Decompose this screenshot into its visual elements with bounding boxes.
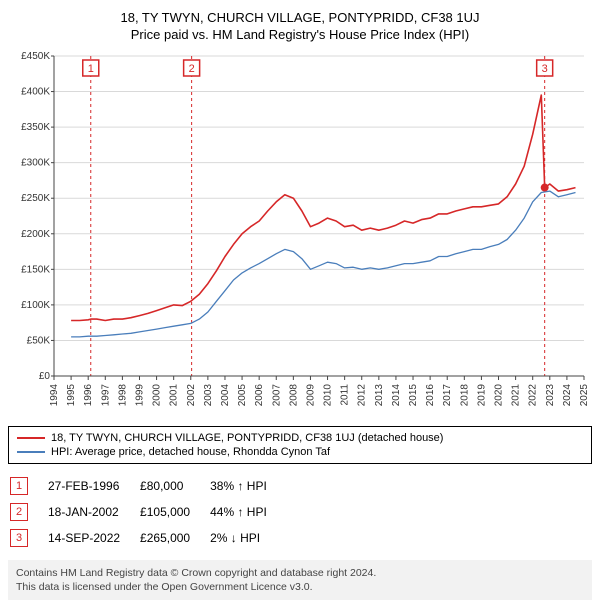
chart-svg: £0 £50K £100K £150K £200K £250K £300K £350K £400… <box>8 50 592 420</box>
svg-text:1994: 1994 <box>49 384 60 407</box>
svg-text:£150K: £150K <box>21 264 50 275</box>
svg-text:2022: 2022 <box>528 384 539 407</box>
svg-text:2012: 2012 <box>357 384 368 407</box>
svg-text:2007: 2007 <box>271 384 282 407</box>
svg-text:2010: 2010 <box>323 384 334 407</box>
svg-text:£400K: £400K <box>21 87 50 98</box>
svg-text:2024: 2024 <box>562 384 573 407</box>
svg-text:2018: 2018 <box>459 384 470 407</box>
svg-text:2019: 2019 <box>476 384 487 407</box>
svg-text:£50K: £50K <box>27 335 51 346</box>
legend-item: HPI: Average price, detached house, Rhon… <box>17 445 583 459</box>
footer: Contains HM Land Registry data © Crown c… <box>8 560 592 600</box>
marker-price: £105,000 <box>140 500 208 524</box>
legend-swatch <box>17 451 45 453</box>
marker-date: 27-FEB-1996 <box>48 474 138 498</box>
footer-line-2: This data is licensed under the Open Gov… <box>16 580 584 594</box>
svg-text:2014: 2014 <box>391 384 402 407</box>
svg-text:£100K: £100K <box>21 300 50 311</box>
svg-text:1999: 1999 <box>134 384 145 407</box>
chart-subtitle: Price paid vs. HM Land Registry's House … <box>8 27 592 42</box>
marker-delta: 38% ↑ HPI <box>210 474 285 498</box>
marker-date: 18-JAN-2002 <box>48 500 138 524</box>
svg-text:2023: 2023 <box>545 384 556 407</box>
marker-date: 14-SEP-2022 <box>48 526 138 550</box>
svg-text:£450K: £450K <box>21 51 50 62</box>
svg-text:1996: 1996 <box>83 384 94 407</box>
svg-text:2015: 2015 <box>408 384 419 407</box>
svg-text:£350K: £350K <box>21 122 50 133</box>
marker-index-box: 3 <box>10 529 28 547</box>
marker-index-box: 2 <box>10 503 28 521</box>
svg-text:2013: 2013 <box>374 384 385 407</box>
legend-swatch <box>17 437 45 439</box>
svg-text:2004: 2004 <box>220 384 231 407</box>
svg-text:2009: 2009 <box>305 384 316 407</box>
footer-line-1: Contains HM Land Registry data © Crown c… <box>16 566 584 580</box>
marker-table: 1 27-FEB-1996£80,00038% ↑ HPI 2 18-JAN-2002… <box>8 472 287 552</box>
svg-text:2006: 2006 <box>254 384 265 407</box>
svg-text:1: 1 <box>88 63 94 75</box>
svg-text:2011: 2011 <box>340 384 351 406</box>
svg-text:2021: 2021 <box>511 384 522 407</box>
svg-text:2002: 2002 <box>186 384 197 407</box>
legend-label: HPI: Average price, detached house, Rhon… <box>51 446 330 458</box>
chart-title: 18, TY TWYN, CHURCH VILLAGE, PONTYPRIDD,… <box>8 10 592 25</box>
legend-label: 18, TY TWYN, CHURCH VILLAGE, PONTYPRIDD,… <box>51 432 443 444</box>
marker-delta: 44% ↑ HPI <box>210 500 285 524</box>
svg-text:2025: 2025 <box>579 384 590 407</box>
svg-text:2008: 2008 <box>288 384 299 407</box>
svg-text:£250K: £250K <box>21 193 50 204</box>
svg-text:2003: 2003 <box>203 384 214 407</box>
svg-text:£300K: £300K <box>21 158 50 169</box>
svg-text:2000: 2000 <box>152 384 163 407</box>
marker-delta: 2% ↓ HPI <box>210 526 285 550</box>
legend: 18, TY TWYN, CHURCH VILLAGE, PONTYPRIDD,… <box>8 426 592 464</box>
svg-text:£0: £0 <box>39 371 51 382</box>
marker-price: £80,000 <box>140 474 208 498</box>
svg-text:2017: 2017 <box>442 384 453 407</box>
svg-text:2001: 2001 <box>169 384 180 407</box>
svg-text:2020: 2020 <box>494 384 505 407</box>
marker-row: 3 14-SEP-2022£265,0002% ↓ HPI <box>10 526 285 550</box>
marker-index-box: 1 <box>10 477 28 495</box>
marker-row: 2 18-JAN-2002£105,00044% ↑ HPI <box>10 500 285 524</box>
svg-text:£200K: £200K <box>21 229 50 240</box>
svg-text:2: 2 <box>189 63 195 75</box>
svg-text:3: 3 <box>542 63 548 75</box>
svg-text:2016: 2016 <box>425 384 436 407</box>
svg-text:1997: 1997 <box>100 384 111 407</box>
marker-price: £265,000 <box>140 526 208 550</box>
svg-text:1995: 1995 <box>66 384 77 407</box>
svg-text:1998: 1998 <box>117 384 128 407</box>
price-chart: £0 £50K £100K £150K £200K £250K £300K £350K £400… <box>8 50 592 420</box>
marker-row: 1 27-FEB-1996£80,00038% ↑ HPI <box>10 474 285 498</box>
svg-text:2005: 2005 <box>237 384 248 407</box>
legend-item: 18, TY TWYN, CHURCH VILLAGE, PONTYPRIDD,… <box>17 431 583 445</box>
